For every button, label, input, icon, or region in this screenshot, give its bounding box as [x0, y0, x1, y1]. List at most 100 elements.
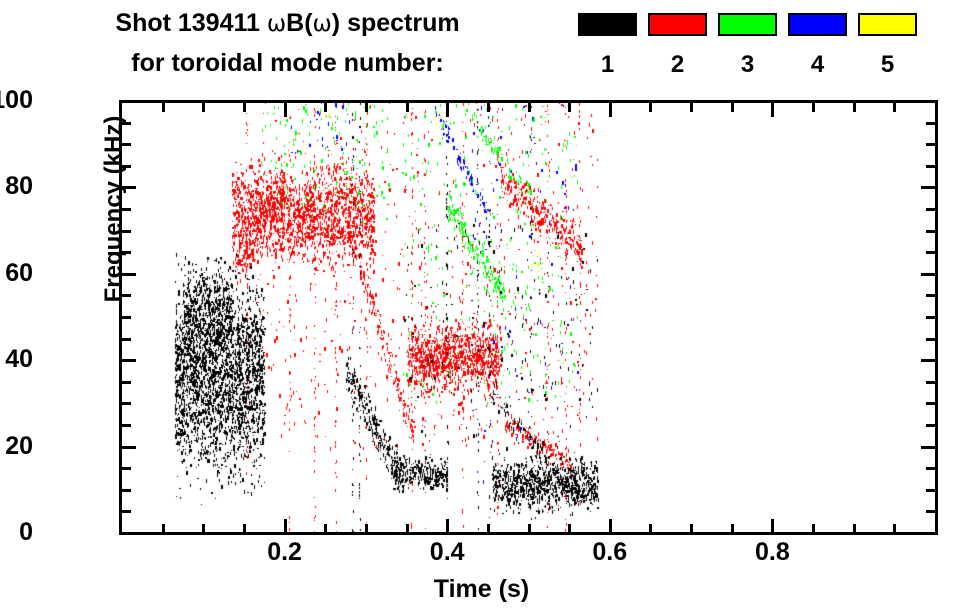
- x-tick-label-0.2: 0.2: [267, 538, 302, 566]
- legend-label-mode-n3: 3: [740, 51, 755, 78]
- y-tick-100: [122, 100, 136, 103]
- y-tick-60: [122, 273, 136, 276]
- x-tick-label-0.4: 0.4: [429, 538, 465, 566]
- figure-title-line1: Shot 139411 ωB(ω) spectrum: [0, 4, 575, 44]
- x-tick-0.85: [812, 103, 815, 112]
- y-tick-15: [122, 467, 131, 470]
- y-tick-75: [122, 208, 131, 211]
- legend-label-mode-n2: 2: [670, 51, 685, 78]
- y-tick-10: [122, 489, 131, 492]
- y-tick-35: [926, 381, 935, 384]
- y-tick-label-40: 40: [5, 345, 33, 374]
- x-tick-0.75: [731, 103, 734, 112]
- legend: 1 2 3 4 5: [578, 11, 958, 93]
- y-tick-65: [122, 251, 131, 254]
- spectrogram-canvas: [122, 101, 935, 533]
- x-tick-0.5: [528, 103, 531, 112]
- y-tick-label-100: 100: [0, 86, 33, 114]
- x-tick-0.25: [324, 103, 327, 112]
- x-tick-0.55: [568, 524, 571, 533]
- legend-swatch-mode-n5: [858, 13, 917, 36]
- x-tick-0.2: [284, 519, 287, 533]
- figure-title: Shot 139411 ωB(ω) spectrum for toroidal …: [0, 4, 575, 83]
- y-tick-label-0: 0: [19, 518, 33, 546]
- y-tick-20: [921, 446, 935, 449]
- y-tick-30: [926, 402, 935, 405]
- x-tick-0.35: [406, 103, 409, 112]
- x-axis-title: Time (s): [433, 575, 530, 603]
- x-tick-0.05: [162, 524, 165, 533]
- x-tick-0.45: [487, 524, 490, 533]
- x-tick-0.9: [853, 524, 856, 533]
- y-tick-55: [926, 294, 935, 297]
- x-tick-0.75: [731, 524, 734, 533]
- x-tick-0.4: [446, 103, 449, 117]
- x-tick-0.65: [649, 524, 652, 533]
- y-tick-85: [122, 165, 131, 168]
- y-tick-50: [122, 316, 131, 319]
- y-tick-50: [926, 316, 935, 319]
- y-axis-line: [119, 100, 122, 535]
- x-tick-0.7: [690, 103, 693, 112]
- y-tick-45: [122, 338, 131, 341]
- omega-symbol-1: ω: [266, 11, 287, 37]
- title-spectrum-text: ) spectrum: [331, 9, 460, 37]
- legend-swatch-mode-n2: [648, 13, 707, 36]
- y-tick-100: [921, 100, 935, 103]
- y-tick-25: [926, 424, 935, 427]
- y-tick-80: [921, 186, 935, 189]
- title-shot-text: Shot 139411: [115, 9, 267, 37]
- y-tick-80: [122, 186, 136, 189]
- y-tick-40: [921, 359, 935, 362]
- y-tick-60: [921, 273, 935, 276]
- x-tick-0.2: [284, 103, 287, 117]
- y-tick-35: [122, 381, 131, 384]
- x-tick-0.95: [893, 103, 896, 112]
- x-tick-0.1: [202, 524, 205, 533]
- y-tick-label-20: 20: [5, 431, 33, 460]
- x-tick-0.9: [853, 103, 856, 112]
- x-tick-0.25: [324, 524, 327, 533]
- y-tick-5: [122, 510, 131, 513]
- y-tick-95: [122, 122, 131, 125]
- legend-label-mode-n4: 4: [810, 51, 825, 78]
- y-tick-0: [122, 532, 136, 535]
- x-tick-0.35: [406, 524, 409, 533]
- x-tick-0.6: [609, 103, 612, 117]
- x-tick-0.3: [365, 103, 368, 112]
- x-tick-0.15: [243, 103, 246, 112]
- y-tick-70: [122, 230, 131, 233]
- y-tick-5: [926, 510, 935, 513]
- omega-symbol-2: ω: [312, 11, 332, 37]
- y-tick-20: [122, 446, 136, 449]
- x-tick-0.8: [771, 519, 774, 533]
- y-tick-90: [926, 143, 935, 146]
- y-tick-30: [122, 402, 131, 405]
- y-tick-45: [926, 338, 935, 341]
- y-tick-90: [122, 143, 131, 146]
- x-tick-0.1: [202, 103, 205, 112]
- title-b-text: B(: [286, 9, 313, 37]
- figure-title-line2: for toroidal mode number:: [131, 49, 444, 77]
- x-tick-0.5: [528, 524, 531, 533]
- legend-swatch-mode-n1: [578, 13, 637, 36]
- legend-swatch-mode-n4: [788, 13, 847, 36]
- legend-swatch-row: [578, 11, 958, 39]
- x-tick-0.4: [446, 519, 449, 533]
- x-tick-0.8: [771, 103, 774, 117]
- x-tick-0.65: [649, 103, 652, 112]
- y-tick-15: [926, 467, 935, 470]
- legend-label-row: 1 2 3 4 5: [578, 51, 958, 85]
- y-tick-40: [122, 359, 136, 362]
- x-tick-0.95: [893, 524, 896, 533]
- x-tick-0.45: [487, 103, 490, 112]
- plot-area: [122, 101, 935, 533]
- x-tick-0.55: [568, 103, 571, 112]
- y-tick-label-80: 80: [5, 172, 33, 201]
- y-tick-65: [926, 251, 935, 254]
- x-tick-0.6: [609, 519, 612, 533]
- x-tick-label-0.8: 0.8: [755, 538, 790, 566]
- x-tick-0.05: [162, 103, 165, 112]
- y-tick-85: [926, 165, 935, 168]
